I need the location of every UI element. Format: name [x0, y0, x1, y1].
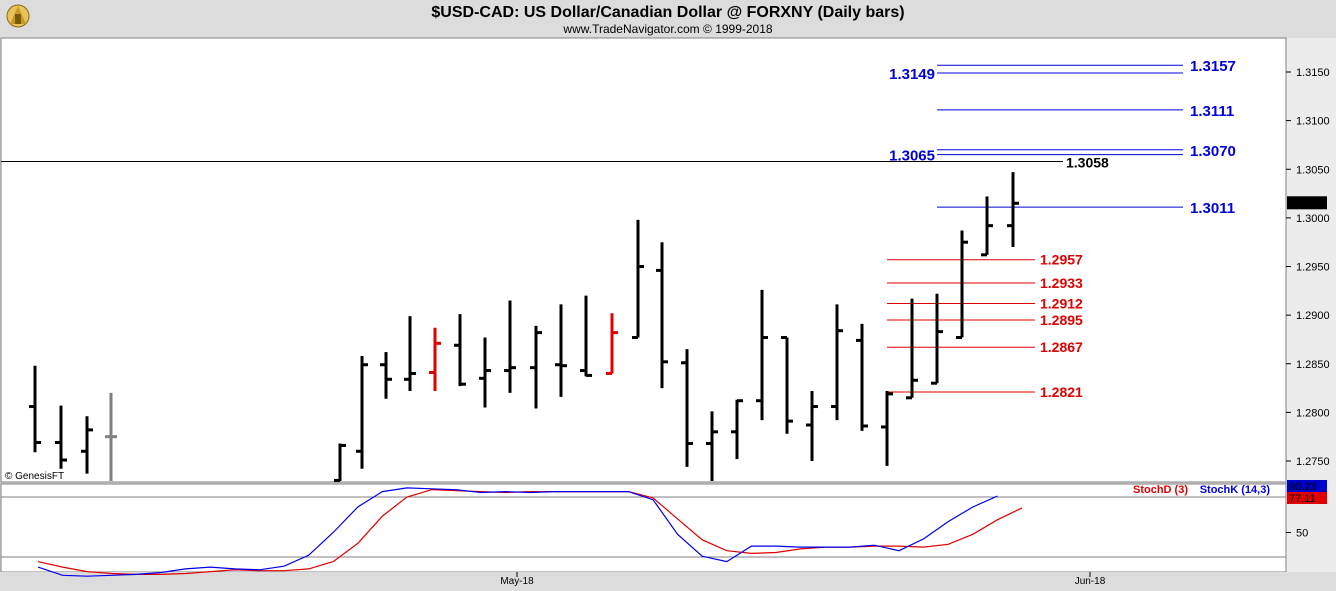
price-bar [105, 392, 117, 481]
price-bar [632, 219, 644, 339]
level-blue-label: 1.3149 [889, 66, 935, 83]
last-price-box [1287, 196, 1327, 210]
level-red-label: 1.2912 [1040, 295, 1083, 311]
chart-subtitle: www.TradeNavigator.com © 1999-2018 [562, 22, 772, 36]
price-bar [781, 335, 793, 434]
price-bar [1007, 172, 1019, 248]
last-k-box [1287, 480, 1327, 492]
price-bar [81, 416, 93, 474]
price-bar [429, 327, 441, 391]
stoch-k-line [37, 487, 998, 577]
price-bar [504, 300, 516, 393]
price-bar [881, 390, 893, 466]
price-bar [756, 289, 768, 421]
y-tick-label: 1.2750 [1296, 456, 1330, 468]
y-tick-label: 1.2850 [1296, 359, 1330, 371]
level-red-label: 1.2957 [1040, 252, 1083, 268]
price-bar [681, 349, 693, 467]
y-tick-label: 1.3100 [1296, 116, 1330, 128]
price-bar [906, 298, 918, 400]
y-tick-label: 1.2950 [1296, 262, 1330, 274]
last-price-label: 1.3015 [1290, 198, 1324, 210]
price-bar [380, 352, 392, 399]
price-bar [831, 304, 843, 421]
price-bar [454, 314, 466, 387]
price-bar [956, 230, 968, 339]
price-bar [29, 365, 41, 453]
price-bar [530, 325, 542, 409]
y-tick-label: 1.2800 [1296, 407, 1330, 419]
price-bar [356, 355, 368, 469]
price-bar [55, 405, 67, 469]
level-red-label: 1.2867 [1040, 339, 1083, 355]
price-panel [0, 37, 1287, 483]
logo-icon [6, 4, 30, 28]
price-bar [656, 242, 668, 389]
x-tick-label: May-18 [500, 576, 534, 587]
price-bar [731, 399, 743, 460]
legend-stoch-k: StochK (14,3) [1200, 484, 1271, 496]
level-red-label: 1.2821 [1040, 384, 1083, 400]
level-blue-label: 1.3157 [1190, 58, 1236, 75]
copyright-label: © GenesisFT [5, 471, 64, 482]
level-blue-label: 1.3070 [1190, 143, 1236, 160]
x-axis-panel [0, 572, 1336, 591]
level-blue-label: 1.3065 [889, 148, 935, 165]
last-d-box [1287, 492, 1327, 504]
x-tick-label: Jun-18 [1075, 576, 1106, 587]
last-d-label: 77.11 [1289, 493, 1316, 505]
price-bar [981, 196, 993, 257]
price-bar [404, 316, 416, 391]
level-blue-label: 1.3111 [1190, 103, 1234, 120]
price-bar [706, 411, 718, 481]
price-bar [479, 337, 491, 408]
price-bar [806, 390, 818, 461]
price-bar [606, 313, 618, 375]
level-red-label: 1.2933 [1040, 275, 1083, 291]
last-k-label: 90.23 [1289, 481, 1317, 493]
legend-stoch-d: StochD (3) [1133, 484, 1188, 496]
stoch-tick-label: 50 [1296, 528, 1308, 540]
y-tick-label: 1.2900 [1296, 310, 1330, 322]
level-blue-label: 1.3011 [1190, 200, 1235, 217]
chart-title: $USD-CAD: US Dollar/Canadian Dollar @ FO… [431, 4, 904, 21]
level-black-label: 1.3058 [1066, 154, 1109, 170]
y-tick-label: 1.3000 [1296, 213, 1330, 225]
price-bar [334, 443, 346, 482]
y-tick-label: 1.3150 [1296, 67, 1330, 79]
level-red-label: 1.2895 [1040, 312, 1083, 328]
price-bar [856, 323, 868, 431]
price-bar [555, 304, 567, 397]
price-bar [931, 293, 943, 385]
price-bar [580, 295, 592, 377]
y-tick-label: 1.3050 [1296, 164, 1330, 176]
